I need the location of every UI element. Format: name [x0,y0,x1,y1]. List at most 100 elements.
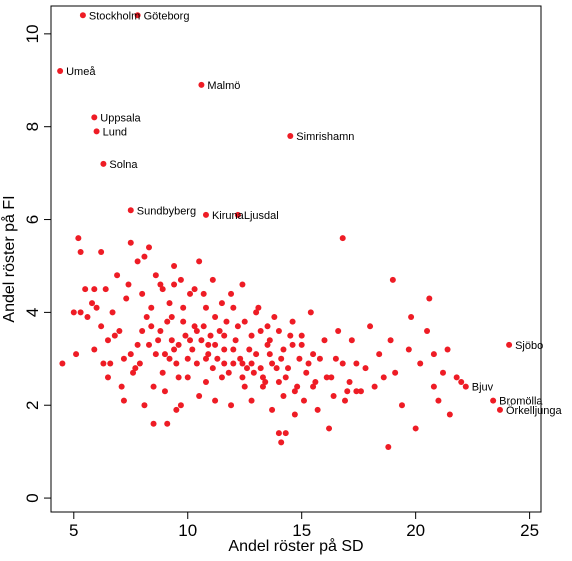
data-point [228,290,235,297]
data-point [198,337,205,344]
point-label: Sundbyberg [137,205,196,217]
data-point [134,258,141,265]
data-point [239,281,246,288]
data-point [412,425,419,432]
labeled-data-point [506,341,513,348]
data-point [453,374,460,381]
data-point [98,249,105,256]
point-label: Umeå [66,66,96,78]
data-point [316,355,323,362]
data-point [212,341,219,348]
data-point [266,337,273,344]
data-point [166,355,173,362]
data-point [424,327,431,334]
data-point [175,374,182,381]
data-point [102,286,109,293]
data-point [348,337,355,344]
data-point [289,341,296,348]
x-axis-title: Andel röster på SD [228,537,363,555]
data-point [269,360,276,367]
x-tick-label: 25 [520,521,539,540]
data-point [326,425,333,432]
data-point [127,351,134,358]
point-labels-layer: Stockholm Göteborg Umeå Malmö Uppsala Lund Sim… [66,10,562,417]
data-point [398,402,405,409]
data-point [91,346,98,353]
data-point [202,355,209,362]
data-point [104,374,111,381]
data-point [212,397,219,404]
data-point [253,309,260,316]
data-point [250,369,257,376]
data-point [264,323,271,330]
data-point [221,346,228,353]
labeled-data-point [490,397,497,404]
data-point [339,235,346,242]
data-point [259,374,266,381]
data-point [280,346,287,353]
data-point [239,360,246,367]
data-point [248,397,255,404]
data-point [168,337,175,344]
point-label: Simrishamn [296,131,354,143]
data-point [202,379,209,386]
data-point [271,314,278,321]
data-point [289,318,296,325]
data-point [248,360,255,367]
data-point [298,341,305,348]
data-point [257,365,264,372]
data-point [376,351,383,358]
data-point [146,244,152,251]
data-point [237,355,244,362]
data-point [70,309,77,316]
data-point [150,420,157,427]
data-point [310,383,317,390]
labeled-data-point [134,12,141,19]
data-point [323,374,330,381]
data-point [141,253,148,260]
data-point [152,351,159,358]
data-point [440,369,446,376]
labeled-data-point [202,211,209,218]
data-point [392,369,399,376]
data-point [182,332,189,339]
labeled-data-point [57,67,64,74]
data-point [116,327,123,334]
data-point [380,374,387,381]
data-point [223,318,230,325]
data-point [171,262,178,269]
data-point [214,355,221,362]
data-point [166,300,173,307]
data-point [371,383,378,390]
data-point [177,402,184,409]
data-point [111,332,118,339]
data-point [168,314,175,321]
data-point [248,332,255,339]
data-point [91,286,98,293]
data-point [255,304,262,311]
x-tick-label: 5 [69,521,78,540]
data-point [175,341,182,348]
data-point [159,286,166,293]
data-point [218,300,225,307]
points-layer [57,12,513,451]
data-point [310,351,317,358]
data-point [405,346,412,353]
data-point [362,365,369,372]
data-point [164,420,171,427]
data-point [107,360,114,367]
data-point [228,402,235,409]
data-point [216,327,223,334]
data-point [143,314,150,321]
data-point [98,323,105,330]
data-point [335,327,342,334]
x-tick-label: 20 [406,521,425,540]
data-point [139,327,146,334]
data-point [353,388,360,395]
data-point [77,249,84,256]
point-label: Solna [109,159,138,171]
y-tick-label: 10 [23,24,42,43]
point-label: Ljusdal [244,210,279,222]
data-point [100,360,107,367]
